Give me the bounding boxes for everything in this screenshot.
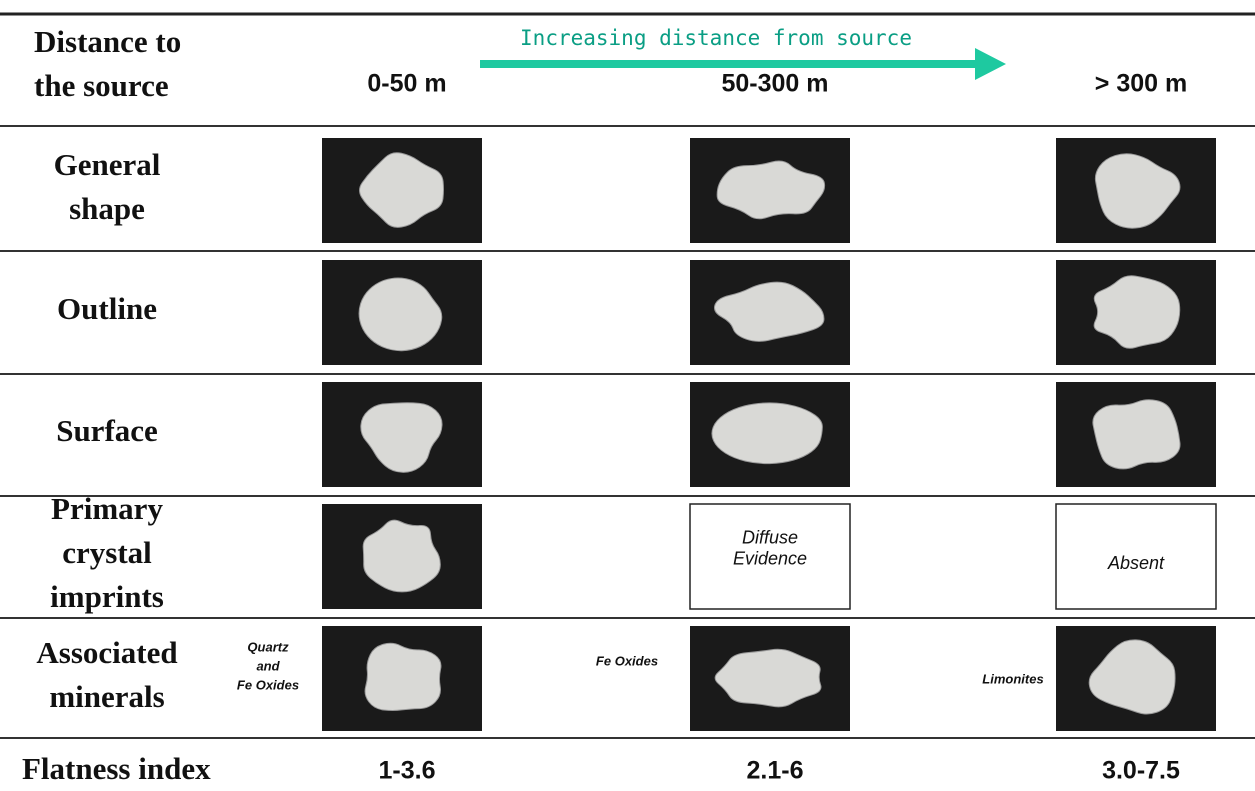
mineral-label: Fe Oxides	[596, 653, 658, 668]
header-label: the source	[34, 68, 169, 103]
row-label: shape	[69, 191, 145, 226]
row-label: crystal	[62, 535, 152, 570]
row-label: Associated	[36, 635, 177, 670]
row-label: Surface	[56, 413, 158, 448]
row-label: minerals	[49, 679, 164, 714]
column-header: 50-300 m	[721, 70, 828, 98]
row-label: Outline	[57, 291, 157, 326]
mineral-label: and	[256, 658, 280, 673]
column-header: 0-50 m	[367, 70, 446, 98]
mineral-label: Limonites	[982, 671, 1043, 686]
arrow-label: Increasing distance from source	[520, 26, 912, 50]
nugget	[1093, 400, 1180, 469]
row-label: Flatness index	[22, 751, 211, 786]
nugget	[712, 403, 822, 464]
row-label: Primary	[51, 491, 163, 526]
row-label: imprints	[50, 579, 164, 614]
box-text: Diffuse	[742, 527, 798, 547]
box-text: Evidence	[733, 548, 807, 568]
arrow-head	[975, 48, 1006, 80]
nugget	[365, 643, 441, 710]
row-label: General	[54, 147, 161, 182]
box-text: Absent	[1107, 553, 1165, 573]
column-header: > 300 m	[1095, 70, 1187, 98]
flatness-value: 1-3.6	[379, 757, 436, 785]
page: Distance to the source Increasing distance…	[0, 0, 1255, 791]
flatness-value: 2.1-6	[747, 757, 804, 785]
flatness-value: 3.0-7.5	[1102, 757, 1180, 785]
mineral-label: Quartz	[247, 639, 289, 654]
header-label: Distance to	[34, 24, 181, 59]
mineral-label: Fe Oxides	[237, 677, 299, 692]
